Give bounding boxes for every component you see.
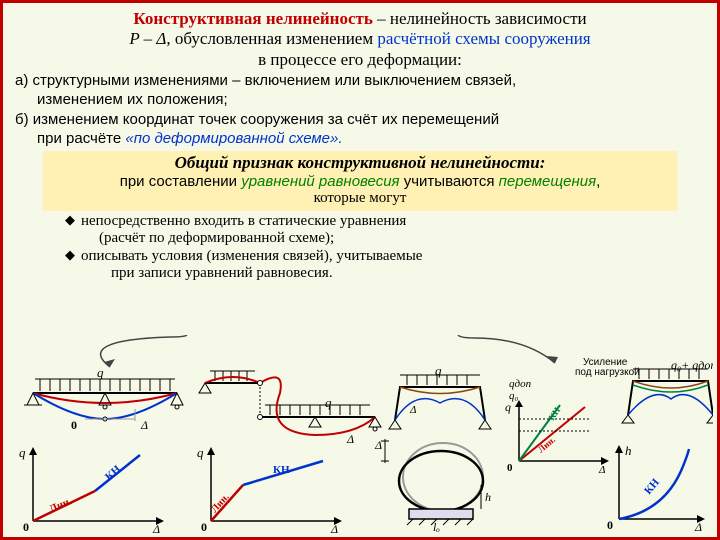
q-axis: q — [197, 445, 204, 460]
hb-title: Общий признак конструктивной нелинейност… — [53, 153, 667, 173]
frame-diagram: q Δ — [385, 365, 495, 433]
b2a: описывать условия (изменения связей), уч… — [81, 248, 422, 264]
delta-axis: Δ — [330, 522, 338, 533]
term: Конструктивная нелинейность — [133, 9, 372, 28]
q0qdop-label: q₀+ qдоп — [671, 358, 713, 372]
title-line2: P – Δ, обусловленная изменением расчётно… — [15, 29, 705, 49]
bullet-2-text: описывать условия (изменения связей), уч… — [81, 248, 422, 283]
zero-label: 0 — [507, 462, 513, 474]
lo-label: lₒ — [433, 520, 440, 533]
delta-label: Δ — [374, 438, 382, 452]
lin-label: Лин. — [536, 434, 557, 454]
q-label: q — [97, 367, 104, 380]
delta-label: Δ — [140, 418, 148, 432]
hb-1a: при составлении — [120, 173, 242, 190]
title: Конструктивная нелинейность – нелинейнос… — [15, 9, 705, 29]
highlight-box: Общий признак конструктивной нелинейност… — [43, 151, 677, 211]
delta-axis: Δ — [152, 522, 160, 533]
bullets: ◆ непосредственно входить в статические … — [65, 213, 705, 282]
bullet-1-text: непосредственно входить в статические ур… — [81, 213, 406, 248]
underload-label: под нагрузкой — [575, 367, 640, 378]
hb-1b: уравнений равновесия — [241, 173, 399, 190]
bullet-1: ◆ непосредственно входить в статические … — [65, 213, 705, 248]
slide-page: Конструктивная нелинейность – нелинейнос… — [0, 0, 720, 540]
diamond-icon: ◆ — [65, 248, 77, 283]
b2b: при записи уравнений равновесия. — [81, 265, 333, 281]
chart-2: q 0 Δ Лин. КН — [193, 441, 353, 533]
h-axis: h — [625, 443, 632, 458]
zero-label: 0 — [201, 520, 207, 533]
beam-diagram-2: q Δ — [195, 363, 385, 443]
def-2: , обусловленная изменением — [166, 29, 377, 48]
p-delta: P – Δ — [129, 29, 166, 48]
item-b-c1: при расчёте — [37, 130, 125, 147]
tank-diagram: Δ h lₒ — [373, 431, 503, 533]
q-label: q — [435, 365, 442, 378]
kn-label: КН — [273, 464, 290, 476]
kn-label: КН — [642, 476, 662, 497]
item-a-cont: изменением их положения; — [15, 91, 705, 108]
scheme-phrase: расчётной схемы сооружения — [377, 29, 590, 48]
item-b-cont: при расчёте «по деформированной схеме». — [15, 130, 705, 147]
lin-label: Лин. — [47, 495, 74, 516]
item-a: а) структурными изменениями – включением… — [15, 72, 705, 89]
zero-label: 0 — [607, 518, 613, 532]
kn-label: КН — [103, 463, 124, 483]
hb-line1: при составлении уравнений равновесия учи… — [53, 173, 667, 190]
diamond-icon: ◆ — [65, 213, 77, 248]
zero-label: 0 — [23, 520, 29, 533]
title-line3: в процессе его деформации: — [15, 50, 705, 70]
delta-axis: Δ — [694, 520, 702, 533]
bullet-2: ◆ описывать условия (изменения связей), … — [65, 248, 705, 283]
item-b: б) изменением координат точек сооружения… — [15, 111, 705, 128]
chart-3: q 0 Δ Лин. КН — [505, 399, 615, 475]
chart-1: q 0 Δ Лин. КН — [15, 441, 175, 533]
beam-diagram-1: q 0 Δ — [15, 367, 190, 437]
zero-label: 0 — [71, 418, 77, 432]
q-axis: q — [19, 445, 26, 460]
hb-1d: перемещения — [499, 173, 596, 190]
chart-4: h 0 Δ КН — [603, 441, 713, 533]
qdop-label: qдоп — [509, 378, 532, 390]
hb-1c: учитываются — [400, 173, 499, 190]
hb-line2: которые могут — [53, 190, 667, 207]
b1a: непосредственно входить в статические ур… — [81, 213, 406, 229]
delta-label: Δ — [409, 404, 416, 416]
q-label: q — [325, 395, 332, 410]
def-1: – нелинейность зависимости — [373, 9, 587, 28]
b1b: (расчёт по деформированной схеме); — [81, 230, 334, 246]
h-label: h — [485, 490, 491, 504]
q-axis: q — [505, 400, 511, 414]
hb-1e: , — [596, 173, 600, 190]
item-b-scheme: «по деформированной схеме». — [125, 130, 342, 147]
diagram-area: q 0 Δ — [15, 345, 705, 533]
